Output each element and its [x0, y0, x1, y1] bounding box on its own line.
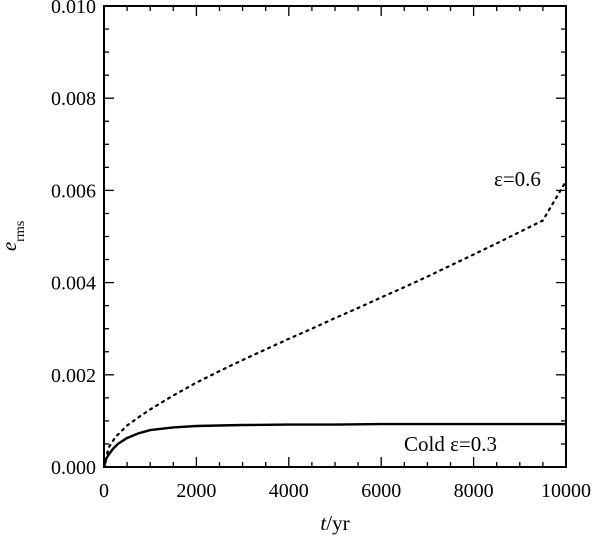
y-axis-label: erms [0, 221, 28, 251]
annotations: ε=0.6 Cold ε=0.3 [404, 167, 541, 456]
series-annotation: Cold ε=0.3 [404, 432, 497, 456]
y-tick-label: 0.008 [51, 88, 96, 110]
y-tick-label: 0.010 [51, 0, 96, 18]
y-tick-label: 0.000 [51, 457, 96, 479]
axis-tick-labels: 0 2000 4000 6000 8000 10000 0.000 0.002 0.004 0.0… [51, 0, 591, 502]
x-tick-label: 0 [99, 480, 109, 502]
data-series [102, 180, 568, 469]
x-tick-label: 2000 [176, 480, 216, 502]
x-tick-label: 4000 [269, 480, 309, 502]
series-annotation: ε=0.6 [494, 167, 541, 191]
y-tick-label: 0.002 [51, 365, 96, 387]
y-tick-label: 0.006 [51, 180, 96, 202]
x-axis-label: t/yr [320, 511, 349, 535]
axis-ticks [103, 5, 567, 468]
series-line-dotted [102, 180, 568, 469]
x-tick-label: 10000 [541, 480, 591, 502]
plot-frame [103, 5, 567, 468]
x-tick-label: 8000 [454, 480, 494, 502]
x-tick-label: 6000 [361, 480, 401, 502]
series-line-solid [102, 422, 566, 468]
y-tick-label: 0.004 [51, 273, 96, 295]
